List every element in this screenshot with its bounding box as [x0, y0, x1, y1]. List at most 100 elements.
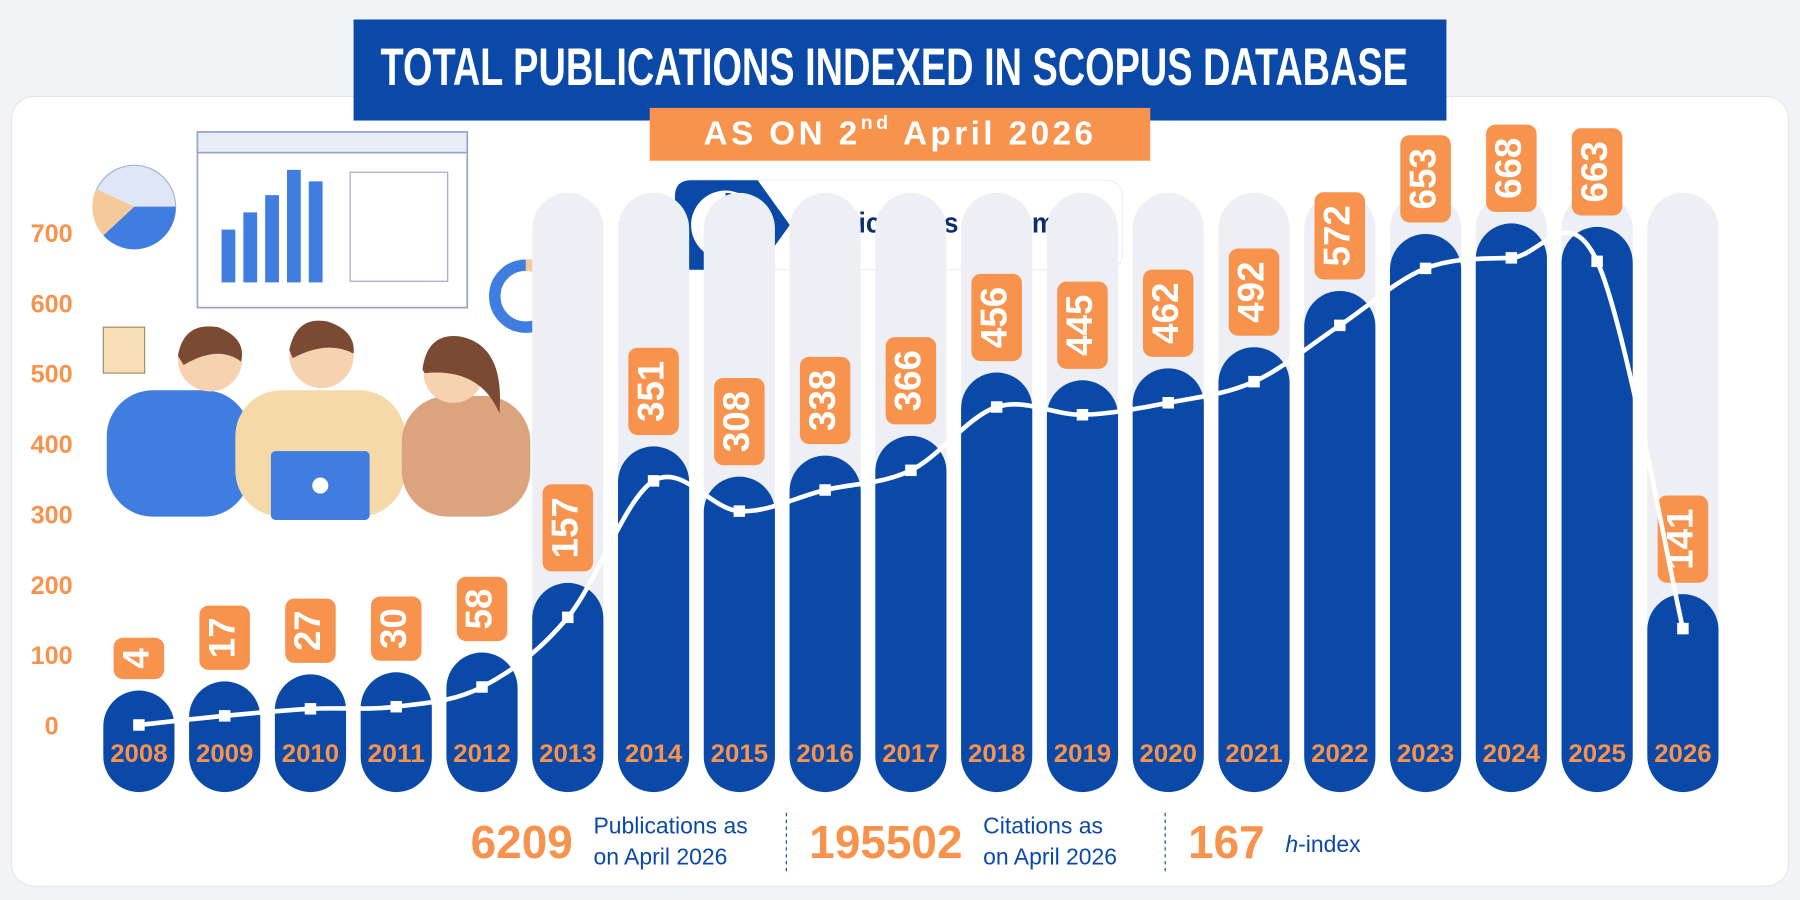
bar	[1561, 226, 1633, 793]
line-marker	[304, 703, 317, 715]
chart-title: TOTAL PUBLICATIONS INDEXED IN SCOPUS DAT…	[381, 38, 1408, 97]
bar	[1046, 380, 1119, 793]
x-tick-label: 2013	[539, 740, 596, 768]
x-tick-label: 2021	[1225, 740, 1282, 768]
x-tick-label: 2012	[453, 740, 510, 768]
value-label-box	[1486, 124, 1537, 212]
line-marker	[1248, 375, 1260, 388]
value-label-box	[199, 605, 250, 670]
bar	[1218, 347, 1290, 793]
value-label-box	[628, 347, 679, 435]
value-label: 445	[1059, 295, 1100, 356]
line-marker	[562, 611, 574, 624]
value-label-box	[542, 484, 594, 572]
value-label-box	[285, 598, 336, 663]
value-label-box	[1400, 135, 1451, 223]
bar	[274, 674, 347, 793]
x-tick-label: 2008	[110, 740, 167, 768]
stat-label: Citations as	[983, 813, 1103, 839]
line-marker	[1677, 622, 1689, 635]
bar	[961, 372, 1033, 793]
subtitle-box	[649, 107, 1151, 161]
x-tick-label: 2025	[1568, 740, 1625, 768]
line-marker	[390, 700, 402, 713]
value-label: 456	[973, 287, 1014, 348]
subtitle: AS ON 2nd April 2026	[703, 112, 1096, 152]
line-marker	[218, 710, 231, 722]
value-label: 27	[287, 610, 328, 651]
line-marker	[1591, 255, 1603, 268]
x-tick-label: 2015	[711, 740, 768, 768]
stat-label-rest: -index	[1298, 831, 1361, 857]
line-marker	[905, 464, 917, 477]
value-label: 653	[1402, 148, 1443, 209]
value-label-box	[370, 596, 422, 661]
value-label-box	[885, 337, 937, 425]
stat-label: h-index	[1285, 831, 1361, 857]
value-label-box	[1057, 281, 1108, 369]
subtitle-text: AS ON 2	[703, 115, 860, 152]
value-label: 351	[630, 361, 671, 422]
y-tick-label: 600	[31, 290, 73, 318]
bar	[703, 476, 775, 793]
bar	[1647, 594, 1719, 793]
value-label: 308	[716, 391, 757, 452]
trend-line	[138, 230, 1686, 728]
value-label-box	[1571, 128, 1623, 216]
y-tick-label: 0	[45, 712, 59, 740]
x-tick-label: 2019	[1054, 740, 1111, 768]
value-label: 492	[1231, 261, 1272, 322]
value-label-box	[714, 377, 765, 466]
bar	[1304, 290, 1376, 793]
value-label: 17	[201, 617, 242, 658]
x-tick-label: 2009	[196, 740, 253, 768]
line-marker	[1419, 262, 1432, 275]
line-marker	[1076, 408, 1089, 421]
line-marker	[990, 401, 1003, 413]
line-marker	[647, 475, 660, 487]
bar	[617, 446, 690, 793]
x-tick-label: 2016	[796, 740, 853, 768]
y-tick-label: 700	[31, 220, 73, 248]
value-label-box	[456, 576, 508, 642]
y-tick-label: 100	[31, 642, 73, 670]
value-label-box	[799, 356, 851, 445]
x-tick-label: 2024	[1483, 740, 1540, 768]
value-label-box	[113, 637, 165, 680]
title-box	[353, 19, 1447, 121]
value-label-box	[1142, 269, 1194, 357]
illustration	[92, 131, 563, 521]
value-label: 58	[459, 589, 500, 630]
line-marker	[1334, 319, 1346, 332]
stat-label: Publications as	[593, 813, 747, 839]
subtitle-sup: nd	[861, 112, 892, 134]
line-marker	[133, 719, 145, 731]
line-marker	[1505, 252, 1518, 264]
stat-label: on April 2026	[593, 844, 727, 870]
line-marker	[819, 484, 831, 496]
bar	[360, 672, 432, 793]
line-marker	[733, 505, 746, 517]
value-label: 338	[802, 370, 843, 431]
x-tick-label: 2022	[1311, 740, 1368, 768]
stat-value: 167	[1188, 816, 1265, 868]
line-marker	[476, 681, 488, 693]
bar	[789, 455, 861, 793]
line-marker	[1162, 397, 1174, 409]
y-tick-label: 500	[31, 361, 73, 389]
bar	[1132, 368, 1204, 793]
bar	[103, 690, 175, 793]
stat-value: 195502	[809, 816, 962, 868]
value-label-box	[1228, 248, 1280, 336]
x-tick-label: 2017	[882, 740, 939, 768]
bar	[1475, 223, 1547, 793]
x-tick-label: 2026	[1654, 740, 1711, 768]
y-tick-label: 200	[31, 572, 73, 600]
bar	[189, 681, 261, 793]
value-label: 572	[1316, 205, 1357, 266]
value-label: 4	[116, 648, 157, 669]
y-tick-label: 400	[31, 431, 73, 459]
stat-label-italic: h	[1285, 831, 1298, 857]
